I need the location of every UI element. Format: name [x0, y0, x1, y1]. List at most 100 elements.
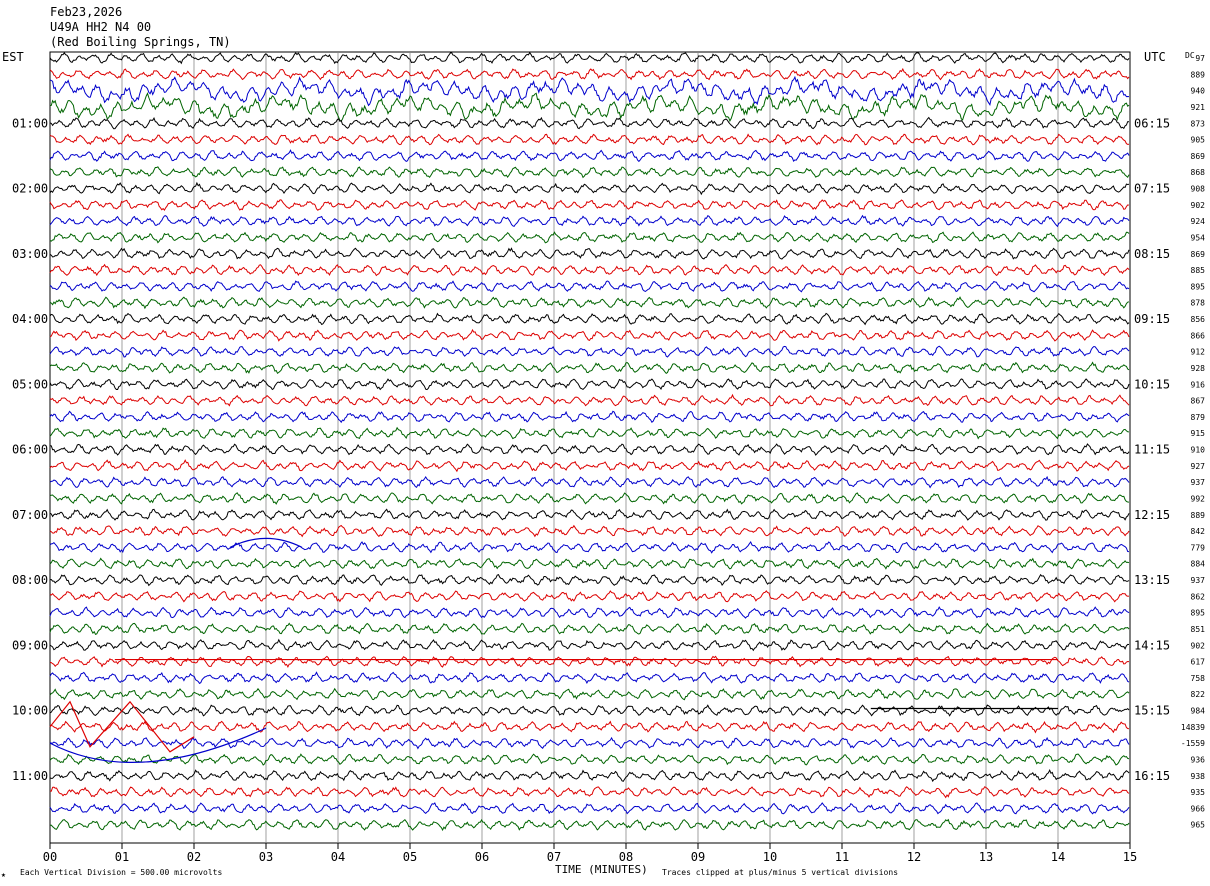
left-zone-label: EST [2, 50, 24, 64]
est-hour-label: 09:00 [12, 638, 48, 652]
dc-offset-label: 851 [1191, 625, 1206, 634]
seismic-trace [49, 802, 1130, 815]
header-station: U49A HH2 N4 00 [50, 20, 151, 34]
header-location: (Red Boiling Springs, TN) [50, 35, 231, 49]
x-tick-label: 14 [1051, 850, 1065, 864]
seismic-trace [49, 426, 1130, 440]
dc-offset-label: 916 [1191, 380, 1206, 389]
clip-note: Traces clipped at plus/minus 5 vertical … [662, 868, 898, 877]
seismic-trace [49, 704, 1130, 717]
dc-offset-label: 779 [1191, 543, 1206, 552]
utc-hour-label: 15:15 [1134, 704, 1170, 718]
dc-offset-label: 842 [1191, 527, 1206, 536]
dc-offset-label: 895 [1191, 609, 1206, 618]
seismic-trace [49, 638, 1130, 652]
dc-offset-label: 936 [1191, 755, 1206, 764]
dc-offset-label: 889 [1191, 70, 1206, 79]
vertical-division-note: Each Vertical Division = 500.00 microvol… [20, 868, 222, 877]
dc-offset-label: 921 [1191, 103, 1206, 112]
dc-offset-label: 856 [1191, 315, 1206, 324]
x-tick-label: 06 [475, 850, 489, 864]
dc-offset-label: 905 [1191, 136, 1206, 145]
seismic-trace [49, 378, 1130, 391]
dc-offset-label: 879 [1191, 413, 1206, 422]
dc-offset-label: 928 [1191, 364, 1206, 373]
x-tick-label: 15 [1123, 850, 1137, 864]
est-hour-label: 01:00 [12, 116, 48, 130]
utc-hour-label: 08:15 [1134, 247, 1170, 261]
seismic-trace [49, 231, 1130, 244]
seismic-trace [49, 166, 1130, 179]
x-tick-label: 02 [187, 850, 201, 864]
seismic-trace [49, 92, 1130, 123]
seismic-trace [49, 345, 1130, 358]
dc-offset-label: 902 [1191, 201, 1206, 210]
est-hour-label: 07:00 [12, 508, 48, 522]
dc-offset-label: 866 [1191, 331, 1206, 340]
x-tick-label: 03 [259, 850, 273, 864]
plot-frame [49, 51, 1131, 844]
seismic-trace [49, 524, 1130, 538]
utc-hour-label: 11:15 [1134, 443, 1170, 457]
dc-offset-label: 14839 [1181, 723, 1205, 732]
dc-offset-label: 884 [1191, 560, 1206, 569]
est-hour-label: 04:00 [12, 312, 48, 326]
x-tick-label: 08 [619, 850, 633, 864]
seismic-trace [49, 410, 1130, 424]
hour-labels: 01:00 06:15 02:00 07:15 03:00 08:15 04:00 09:15… [12, 116, 1170, 783]
dc-offset-label: 868 [1191, 168, 1206, 177]
seismic-trace [49, 655, 1130, 669]
dc-offset-label: 867 [1191, 397, 1206, 406]
x-tick-label: 12 [907, 850, 921, 864]
dc-offset-label: 822 [1191, 690, 1206, 699]
utc-hour-label: 14:15 [1134, 638, 1170, 652]
seismic-trace [49, 492, 1130, 505]
seismic-trace [49, 116, 1130, 130]
utc-hour-label: 09:15 [1134, 312, 1170, 326]
x-tick-label: 09 [691, 850, 705, 864]
seismic-trace [49, 247, 1130, 260]
est-hour-label: 03:00 [12, 247, 48, 261]
seismic-trace [49, 753, 1130, 766]
seismic-trace [49, 214, 1130, 228]
seismic-trace [49, 51, 1130, 65]
utc-hour-label: 07:15 [1134, 182, 1170, 196]
dc-offset-label: 889 [1191, 511, 1206, 520]
utc-hour-label: 16:15 [1134, 769, 1170, 783]
utc-hour-label: 10:15 [1134, 377, 1170, 391]
est-hour-label: 11:00 [12, 769, 48, 783]
dc-offset-label: 984 [1191, 707, 1206, 716]
dc-offset-label: 617 [1191, 658, 1206, 667]
seismic-trace [49, 768, 1130, 783]
seismic-trace [49, 75, 1130, 107]
seismic-trace [49, 443, 1130, 456]
seismic-trace [49, 181, 1130, 196]
trace-event [49, 727, 267, 764]
seismic-trace [49, 508, 1130, 521]
seismic-trace [49, 622, 1130, 636]
seismic-trace [49, 606, 1130, 619]
dc-offset-label: 902 [1191, 641, 1206, 650]
seismic-trace [49, 573, 1130, 587]
seismic-trace [49, 818, 1130, 832]
dc-label: DC [1185, 51, 1195, 60]
dc-offset-label: 885 [1191, 266, 1206, 275]
seismic-trace [49, 786, 1130, 799]
seismic-trace [49, 475, 1130, 489]
seismic-trace [49, 671, 1130, 685]
dc-offset-label: 938 [1191, 772, 1206, 781]
dc-offset-label: 873 [1191, 119, 1206, 128]
dc-offset-label: 862 [1191, 592, 1206, 601]
seismic-trace [49, 687, 1130, 701]
seismic-trace [49, 361, 1130, 375]
dc-offset-label: 878 [1191, 299, 1206, 308]
seismic-trace [49, 459, 1130, 473]
dc-offset-label: 758 [1191, 674, 1206, 683]
seismic-trace [49, 296, 1130, 310]
dc-offset-label: 869 [1191, 250, 1206, 259]
est-hour-label: 05:00 [12, 377, 48, 391]
x-tick-label: 04 [331, 850, 345, 864]
seismic-trace [49, 280, 1130, 293]
est-hour-label: 02:00 [12, 182, 48, 196]
